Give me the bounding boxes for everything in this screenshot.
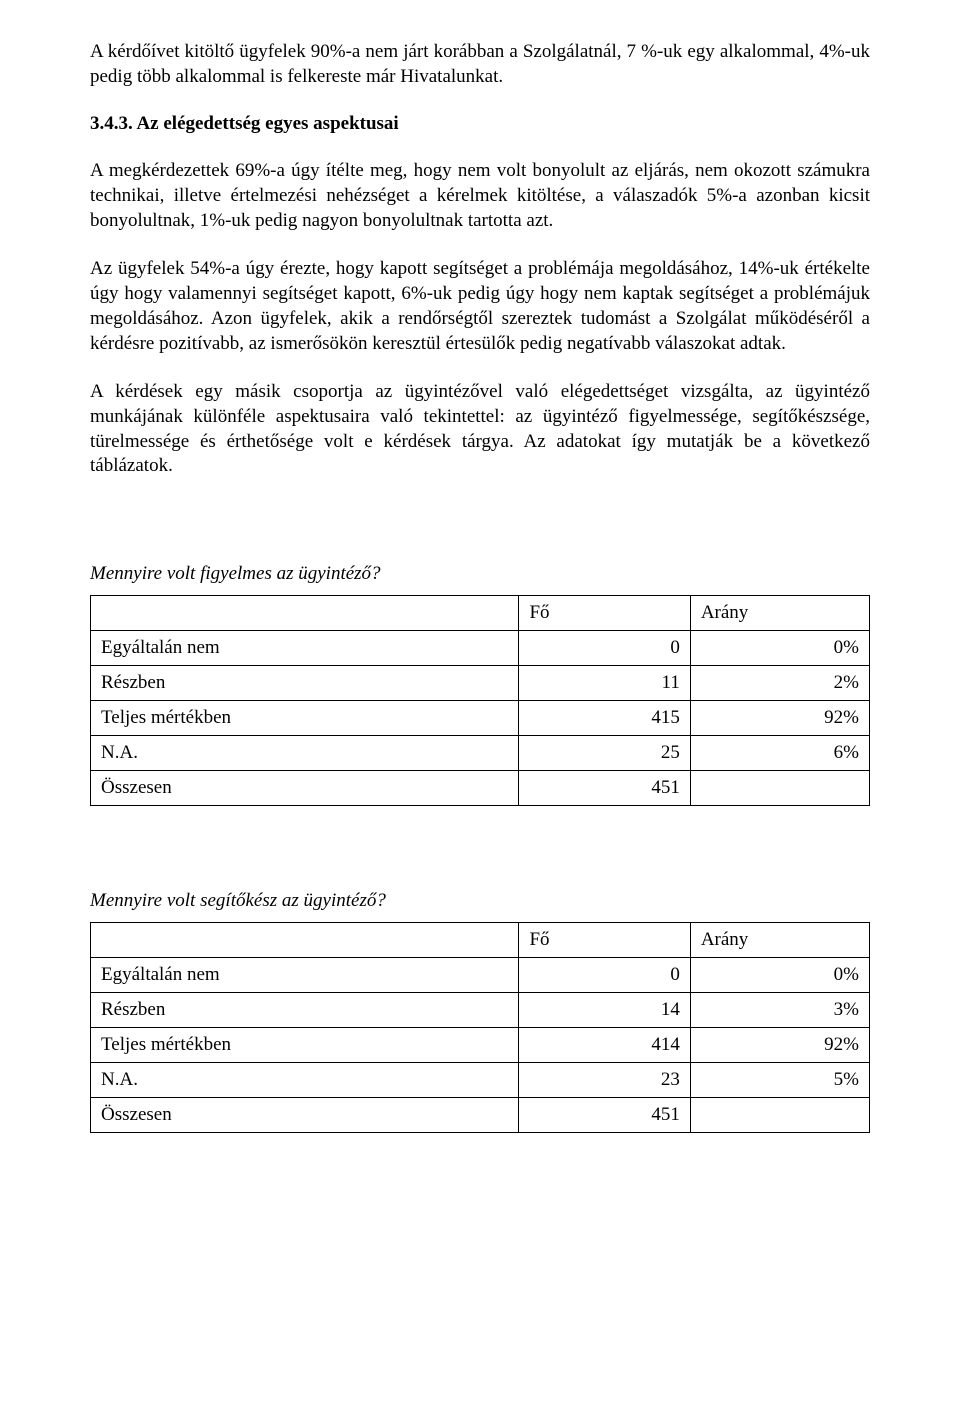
table-row: Részben 11 2% <box>91 665 870 700</box>
table-header-fo: Fő <box>519 922 690 957</box>
table-row: Részben 14 3% <box>91 992 870 1027</box>
table-row: Egyáltalán nem 0 0% <box>91 630 870 665</box>
row-label: Részben <box>91 665 519 700</box>
table-header-arany: Arány <box>690 595 869 630</box>
table-header-row: Fő Arány <box>91 595 870 630</box>
section-heading: 3.4.3. Az elégedettség egyes aspektusai <box>90 113 870 135</box>
row-fo: 25 <box>519 735 690 770</box>
table-segitokesz: Fő Arány Egyáltalán nem 0 0% Részben 14 … <box>90 922 870 1133</box>
table-row: N.A. 23 5% <box>91 1062 870 1097</box>
row-label: Teljes mértékben <box>91 700 519 735</box>
row-arany <box>690 1097 869 1132</box>
row-arany: 0% <box>690 630 869 665</box>
table-row: Egyáltalán nem 0 0% <box>91 957 870 992</box>
table-row: N.A. 25 6% <box>91 735 870 770</box>
row-label: Egyáltalán nem <box>91 630 519 665</box>
row-label: N.A. <box>91 735 519 770</box>
body-paragraph-3: A kérdések egy másik csoportja az ügyint… <box>90 380 870 479</box>
row-fo: 11 <box>519 665 690 700</box>
body-paragraph-2: Az ügyfelek 54%-a úgy érezte, hogy kapot… <box>90 257 870 356</box>
intro-paragraph: A kérdőívet kitöltő ügyfelek 90%-a nem j… <box>90 40 870 89</box>
row-arany: 0% <box>690 957 869 992</box>
row-arany: 6% <box>690 735 869 770</box>
table-header-fo: Fő <box>519 595 690 630</box>
row-fo: 23 <box>519 1062 690 1097</box>
row-fo: 0 <box>519 957 690 992</box>
row-fo: 414 <box>519 1027 690 1062</box>
row-arany: 3% <box>690 992 869 1027</box>
row-fo: 14 <box>519 992 690 1027</box>
row-fo: 451 <box>519 770 690 805</box>
row-fo: 0 <box>519 630 690 665</box>
row-label: Összesen <box>91 1097 519 1132</box>
row-arany: 5% <box>690 1062 869 1097</box>
table-header-empty <box>91 922 519 957</box>
table2-caption: Mennyire volt segítőkész az ügyintéző? <box>90 890 870 912</box>
table-row: Összesen 451 <box>91 1097 870 1132</box>
row-arany: 2% <box>690 665 869 700</box>
row-fo: 451 <box>519 1097 690 1132</box>
row-arany <box>690 770 869 805</box>
row-arany: 92% <box>690 1027 869 1062</box>
row-label: Egyáltalán nem <box>91 957 519 992</box>
row-label: N.A. <box>91 1062 519 1097</box>
row-label: Teljes mértékben <box>91 1027 519 1062</box>
table1-caption: Mennyire volt figyelmes az ügyintéző? <box>90 563 870 585</box>
body-paragraph-1: A megkérdezettek 69%-a úgy ítélte meg, h… <box>90 159 870 233</box>
table-figyelmes: Fő Arány Egyáltalán nem 0 0% Részben 11 … <box>90 595 870 806</box>
table-header-arany: Arány <box>690 922 869 957</box>
table-row: Teljes mértékben 414 92% <box>91 1027 870 1062</box>
row-label: Összesen <box>91 770 519 805</box>
row-fo: 415 <box>519 700 690 735</box>
table-header-empty <box>91 595 519 630</box>
table-row: Összesen 451 <box>91 770 870 805</box>
row-arany: 92% <box>690 700 869 735</box>
table-row: Teljes mértékben 415 92% <box>91 700 870 735</box>
row-label: Részben <box>91 992 519 1027</box>
table-header-row: Fő Arány <box>91 922 870 957</box>
